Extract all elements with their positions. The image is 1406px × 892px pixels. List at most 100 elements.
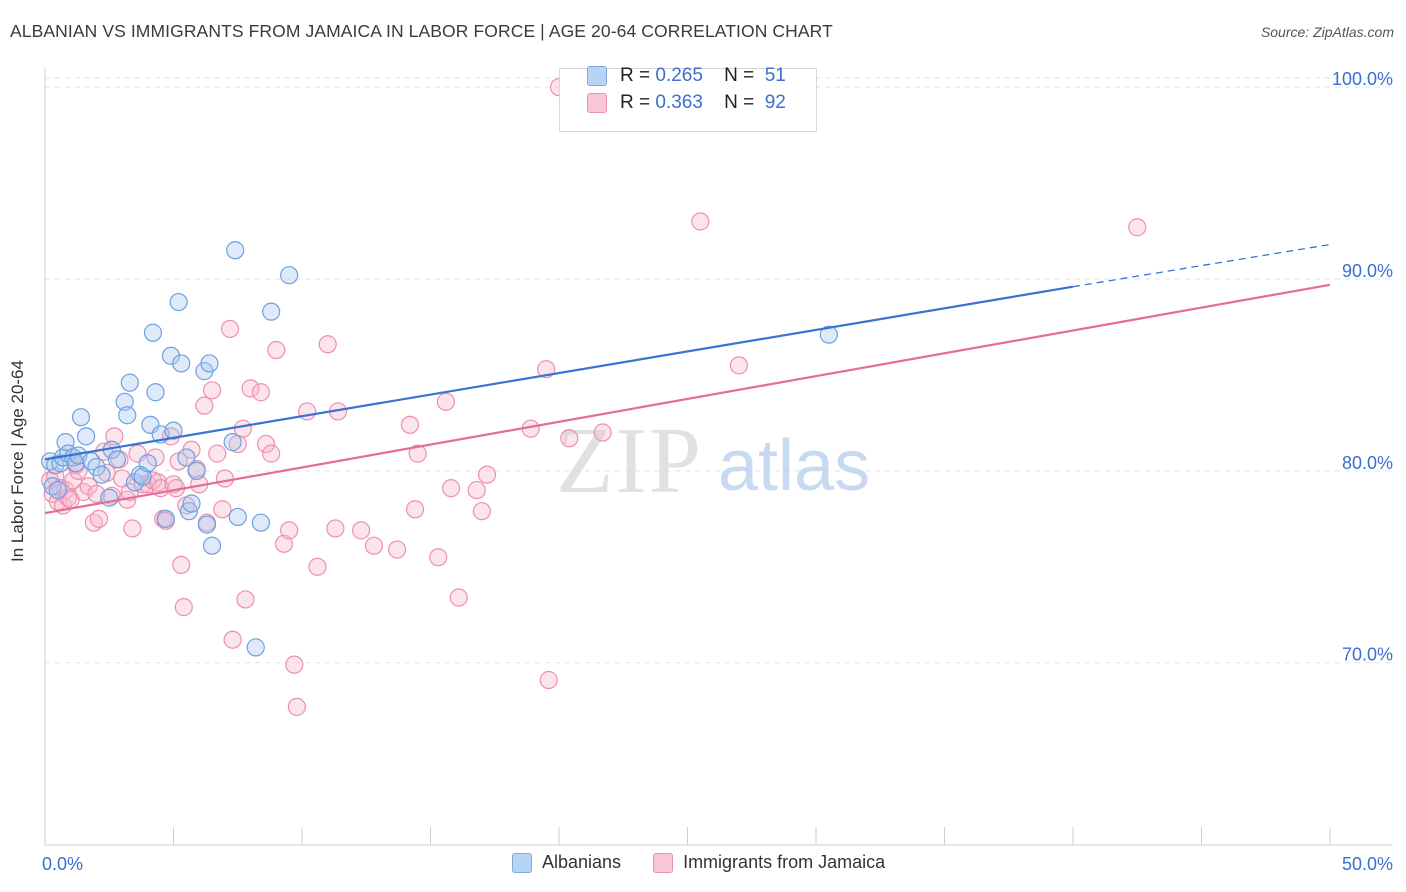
data-point-albanians bbox=[156, 509, 175, 528]
data-point-jamaica bbox=[593, 423, 612, 442]
data-point-albanians bbox=[107, 450, 127, 469]
data-point-albanians bbox=[71, 408, 91, 427]
data-point-jamaica bbox=[174, 598, 193, 617]
data-point-albanians bbox=[164, 421, 183, 440]
data-point-jamaica bbox=[318, 335, 337, 354]
data-point-albanians bbox=[56, 433, 75, 452]
x-tick-label: 50.0% bbox=[1342, 854, 1393, 874]
data-point-jamaica bbox=[691, 212, 710, 231]
data-point-jamaica bbox=[352, 521, 371, 540]
watermark-zip: ZIP bbox=[556, 409, 703, 513]
data-point-albanians bbox=[77, 427, 96, 446]
data-point-jamaica bbox=[429, 548, 448, 567]
data-point-albanians bbox=[177, 448, 196, 467]
legend-swatch-blue bbox=[587, 66, 607, 86]
data-point-albanians bbox=[161, 346, 181, 365]
data-point-jamaica bbox=[202, 381, 222, 400]
data-point-jamaica bbox=[236, 590, 255, 609]
legend-r-value: 0.363 bbox=[655, 92, 703, 113]
data-point-jamaica bbox=[220, 319, 240, 339]
data-point-jamaica bbox=[172, 555, 191, 574]
data-point-albanians bbox=[172, 354, 191, 373]
y-tick-label: 100.0% bbox=[1332, 69, 1393, 89]
data-point-jamaica bbox=[441, 479, 461, 498]
grid-lines bbox=[45, 77, 1392, 664]
legend-r-label: R = bbox=[620, 92, 651, 113]
legend-swatch-pink bbox=[653, 852, 674, 873]
data-point-albanians bbox=[82, 452, 101, 471]
data-point-jamaica bbox=[262, 444, 281, 463]
data-point-jamaica bbox=[408, 444, 427, 463]
y-tick-label: 90.0% bbox=[1342, 261, 1393, 281]
legend-r-label: R = bbox=[620, 65, 651, 86]
series-jamaica-points bbox=[41, 78, 1147, 716]
data-point-jamaica bbox=[89, 509, 109, 528]
data-point-albanians bbox=[202, 536, 222, 555]
data-point-albanians bbox=[187, 461, 206, 480]
trend-lines bbox=[44, 243, 1331, 515]
tick-labels: 70.0% 80.0% 90.0% 100.0% 0.0% 50.0% bbox=[42, 69, 1393, 874]
data-point-jamaica bbox=[215, 469, 234, 488]
data-point-jamaica bbox=[256, 434, 276, 454]
data-point-jamaica bbox=[267, 340, 286, 360]
data-point-jamaica bbox=[308, 557, 327, 576]
y-tick-label: 80.0% bbox=[1342, 453, 1393, 473]
watermark: ZIP atlas bbox=[556, 409, 870, 513]
data-point-jamaica bbox=[208, 444, 227, 463]
data-point-albanians bbox=[226, 241, 245, 260]
data-point-albanians bbox=[143, 323, 163, 342]
data-point-albanians bbox=[92, 465, 111, 484]
legend-swatch-blue bbox=[512, 852, 532, 873]
legend-swatch-pink bbox=[587, 93, 607, 113]
x-tick-label: 0.0% bbox=[42, 854, 83, 874]
data-point-albanians bbox=[120, 373, 139, 392]
legend-r-value: 0.265 bbox=[655, 65, 703, 86]
data-point-jamaica bbox=[274, 534, 294, 553]
data-point-albanians bbox=[251, 513, 270, 532]
series-albanians-points bbox=[41, 241, 838, 657]
data-point-albanians bbox=[138, 454, 157, 473]
data-point-jamaica bbox=[405, 500, 425, 519]
data-point-albanians bbox=[200, 354, 219, 373]
data-point-jamaica bbox=[241, 379, 260, 398]
source-label: Source: ZipAtlas.com bbox=[1260, 24, 1394, 40]
data-point-jamaica bbox=[195, 396, 214, 415]
chart-title: ALBANIAN VS IMMIGRANTS FROM JAMAICA IN L… bbox=[10, 21, 833, 41]
data-point-albanians bbox=[246, 638, 265, 657]
legend-n-value: 51 bbox=[764, 65, 786, 86]
data-point-albanians bbox=[118, 406, 137, 425]
data-point-jamaica bbox=[251, 383, 270, 402]
data-point-jamaica bbox=[400, 415, 420, 434]
data-point-jamaica bbox=[539, 670, 558, 690]
data-point-jamaica bbox=[449, 588, 468, 607]
data-point-jamaica bbox=[467, 480, 486, 500]
data-point-jamaica bbox=[123, 519, 142, 538]
data-point-albanians bbox=[133, 467, 152, 486]
data-point-albanians bbox=[146, 383, 165, 402]
data-point-jamaica bbox=[280, 521, 299, 540]
data-point-jamaica bbox=[223, 630, 242, 649]
legend-n-value: 92 bbox=[764, 92, 786, 113]
data-point-jamaica bbox=[105, 427, 124, 446]
data-point-albanians bbox=[182, 494, 201, 513]
trend-line-jamaica bbox=[44, 283, 1331, 515]
data-point-jamaica bbox=[472, 502, 491, 521]
data-point-albanians bbox=[262, 302, 281, 321]
series-legend: Albanians Immigrants from Jamaica bbox=[512, 852, 907, 873]
data-point-albanians bbox=[228, 507, 247, 527]
y-axis-label: In Labor Force | Age 20-64 bbox=[8, 360, 27, 562]
data-point-albanians bbox=[280, 266, 299, 285]
legend-item-jamaica: Immigrants from Jamaica bbox=[653, 852, 885, 873]
watermark-atlas: atlas bbox=[718, 426, 870, 506]
data-point-jamaica bbox=[326, 519, 345, 538]
data-point-jamaica bbox=[387, 540, 407, 559]
y-tick-label: 70.0% bbox=[1342, 645, 1393, 665]
data-point-albanians bbox=[48, 480, 67, 500]
data-point-albanians bbox=[223, 433, 242, 452]
trend-line-albanians-extension bbox=[1072, 243, 1331, 288]
data-point-jamaica bbox=[1128, 218, 1147, 237]
data-point-jamaica bbox=[285, 655, 304, 674]
data-point-jamaica bbox=[287, 697, 306, 716]
data-point-jamaica bbox=[79, 477, 98, 496]
